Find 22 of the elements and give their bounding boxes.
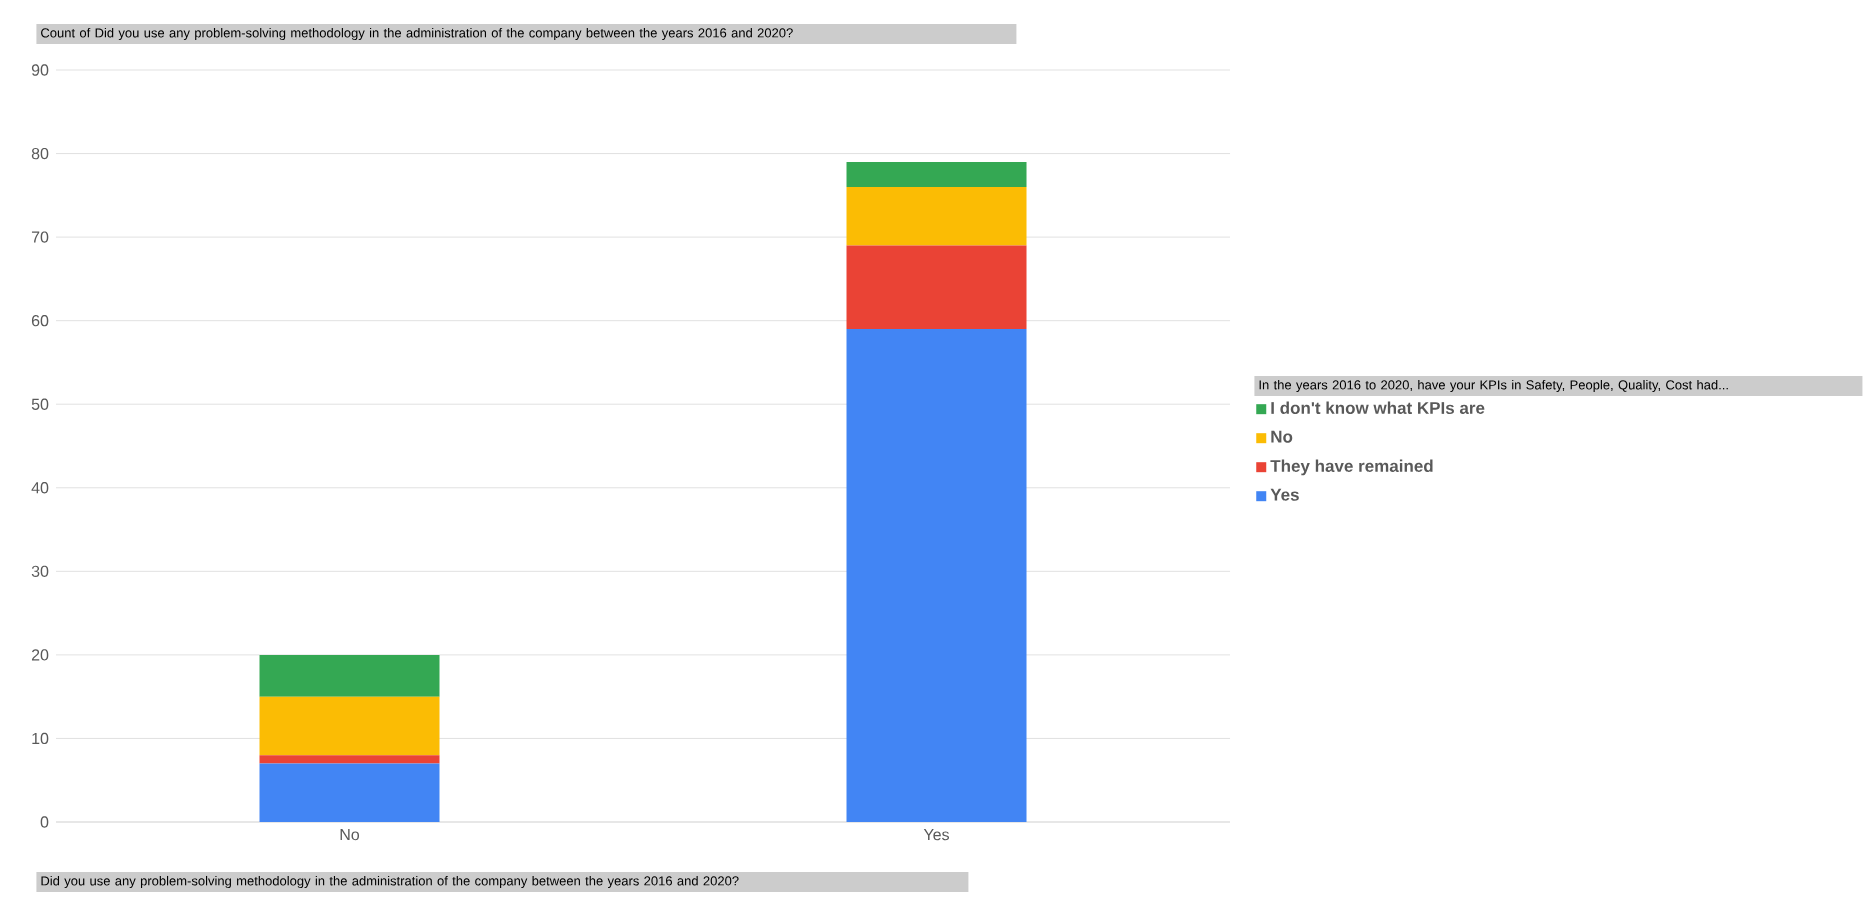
y-tick-label: 60 bbox=[31, 315, 49, 327]
y-tick-label: 80 bbox=[31, 147, 49, 160]
bar bbox=[259, 696, 440, 756]
legend-label: They have remained bbox=[1270, 459, 1433, 476]
y-tick-label: 70 bbox=[31, 231, 49, 243]
bar bbox=[259, 755, 440, 764]
legend-label: I don't know what KPIs are bbox=[1271, 401, 1485, 414]
y-tick-label: 30 bbox=[31, 565, 49, 577]
bar bbox=[846, 186, 1027, 246]
y-tick-label: 40 bbox=[31, 482, 49, 494]
legend-label: No bbox=[1271, 430, 1293, 443]
bar bbox=[846, 329, 1027, 822]
bar bbox=[846, 245, 1027, 330]
bar bbox=[259, 763, 440, 822]
y-tick-label: 0 bbox=[40, 816, 49, 828]
y-tick-label: 10 bbox=[32, 732, 49, 745]
bar bbox=[259, 654, 440, 697]
bar bbox=[846, 161, 1027, 187]
y-tick-label: 20 bbox=[31, 649, 49, 661]
y-tick-label: 50 bbox=[31, 398, 49, 410]
legend-label: Yes bbox=[1270, 488, 1299, 501]
y-tick-label: 90 bbox=[31, 64, 49, 76]
